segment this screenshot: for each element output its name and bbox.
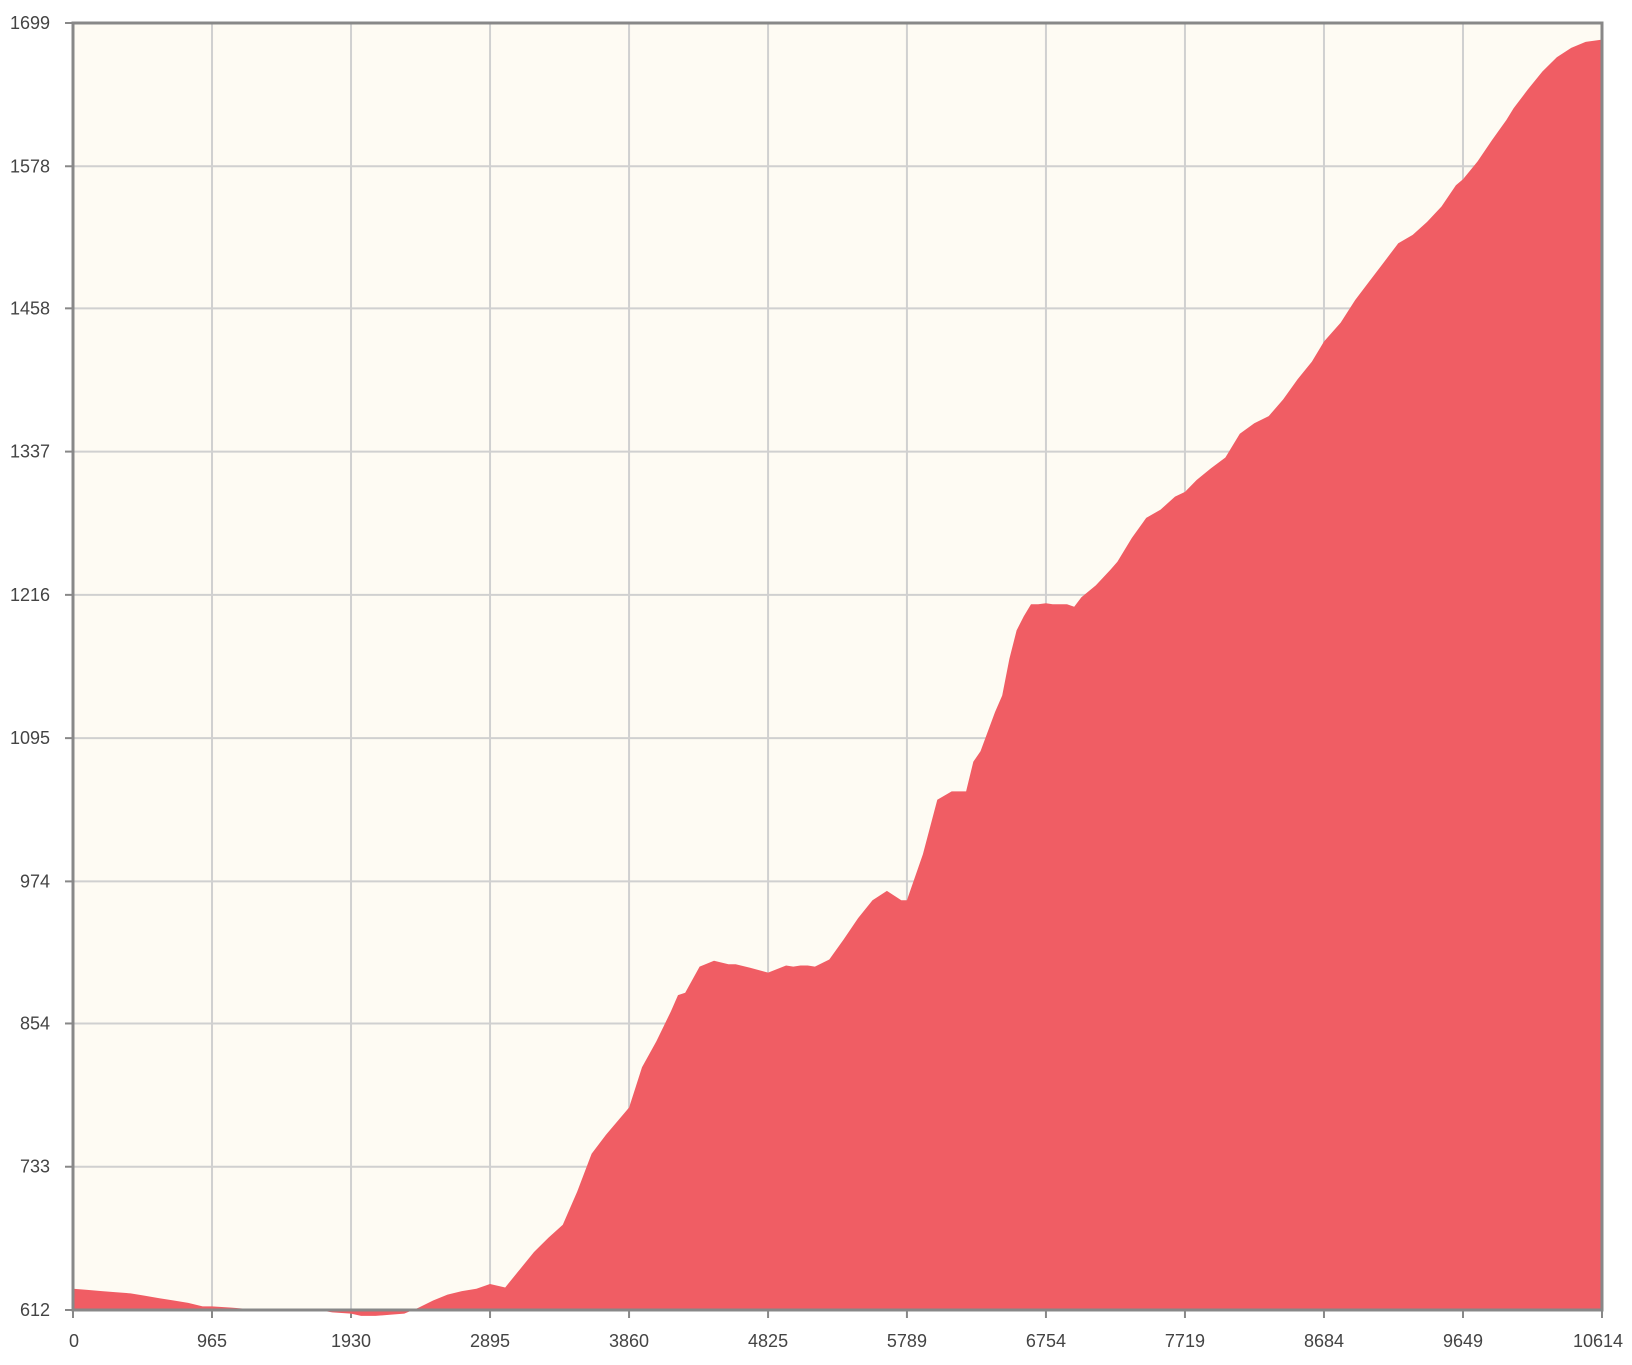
x-tick-label: 4825 xyxy=(748,1331,788,1351)
y-tick-label: 1699 xyxy=(10,13,50,33)
x-tick-label: 0 xyxy=(69,1331,79,1351)
x-tick-label: 8684 xyxy=(1304,1331,1344,1351)
y-tick-label: 1458 xyxy=(10,298,50,318)
y-tick-label: 1095 xyxy=(10,728,50,748)
x-tick-label: 9649 xyxy=(1443,1331,1483,1351)
x-tick-label: 6754 xyxy=(1026,1331,1066,1351)
x-tick-label: 965 xyxy=(197,1331,227,1351)
y-tick-label: 974 xyxy=(20,871,50,891)
y-tick-label: 733 xyxy=(20,1157,50,1177)
y-axis-tick-labels: 612 733 854 974 1095 1216 1337 1458 1578 1699 xyxy=(10,13,50,1320)
y-tick-label: 612 xyxy=(20,1300,50,1320)
y-tick-label: 1216 xyxy=(10,585,50,605)
x-tick-label: 1930 xyxy=(331,1331,371,1351)
elevation-area-series xyxy=(73,39,1602,1316)
x-tick-label: 7719 xyxy=(1165,1331,1205,1351)
y-tick-label: 1578 xyxy=(10,156,50,176)
plot-frame xyxy=(71,21,1604,1312)
y-tick-label: 854 xyxy=(20,1013,50,1033)
x-tick-label: 3860 xyxy=(609,1331,649,1351)
x-axis-tick-labels: 0 965 1930 2895 3860 4825 5789 6754 7719 8684 9649… xyxy=(69,1331,1623,1351)
x-tick-label: 10614 xyxy=(1573,1331,1623,1351)
x-tick-label: 2895 xyxy=(470,1331,510,1351)
x-tick-label: 5789 xyxy=(887,1331,927,1351)
y-tick-label: 1337 xyxy=(10,442,50,462)
